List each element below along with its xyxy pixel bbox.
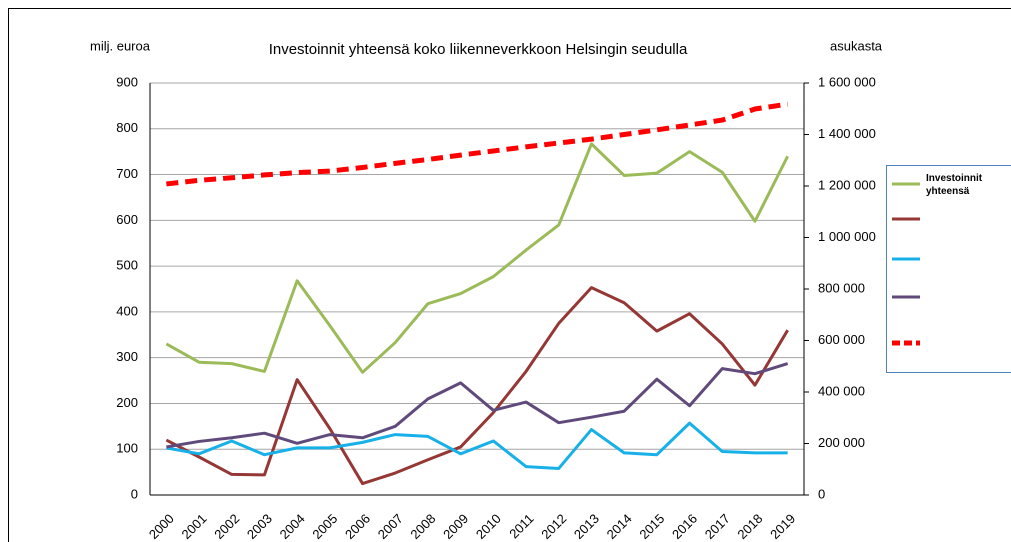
y2-tick-label: 800 000 bbox=[818, 280, 865, 295]
y2-tick-label: 400 000 bbox=[818, 383, 865, 398]
x-tick-label: 2019 bbox=[767, 511, 798, 542]
x-tick-label: 2014 bbox=[604, 511, 635, 542]
series-line bbox=[166, 101, 789, 187]
x-tick-label: 2009 bbox=[440, 511, 471, 542]
x-tick-label: 2013 bbox=[571, 511, 602, 542]
series-line bbox=[165, 286, 789, 486]
y-tick-label: 400 bbox=[116, 303, 138, 318]
x-tick-label: 2010 bbox=[473, 511, 504, 542]
x-tick-label: 2004 bbox=[277, 511, 308, 542]
y-tick-label: 900 bbox=[116, 74, 138, 89]
y-tick-label: 600 bbox=[116, 212, 138, 227]
y-tick-label: 200 bbox=[116, 395, 138, 410]
y2-axis-label: asukasta bbox=[830, 38, 883, 53]
x-tick-label: 2007 bbox=[375, 511, 406, 542]
x-tick-label: 2002 bbox=[211, 511, 242, 542]
y2-tick-label: 200 000 bbox=[818, 435, 865, 450]
legend-label: Investoinnit yhteensä bbox=[926, 173, 985, 197]
series-line bbox=[165, 142, 789, 374]
series-line bbox=[166, 421, 788, 470]
frame bbox=[8, 8, 1011, 542]
y-tick-label: 700 bbox=[116, 166, 138, 181]
y2-tick-label: 1 000 000 bbox=[818, 229, 876, 244]
y-tick-label: 500 bbox=[116, 258, 138, 273]
y2-tick-label: 1 400 000 bbox=[818, 126, 876, 141]
x-tick-label: 2016 bbox=[669, 511, 700, 542]
y-tick-label: 100 bbox=[116, 441, 138, 456]
y2-tick-label: 0 bbox=[818, 486, 825, 501]
y2-tick-label: 1 200 000 bbox=[818, 177, 876, 192]
x-tick-label: 2008 bbox=[407, 511, 438, 542]
x-tick-label: 2005 bbox=[309, 511, 340, 542]
chart-title: Investoinnit yhteensä koko liikenneverkk… bbox=[269, 41, 688, 58]
x-tick-label: 2011 bbox=[506, 511, 536, 541]
x-tick-label: 2018 bbox=[734, 511, 765, 542]
y2-tick-label: 600 000 bbox=[818, 332, 865, 347]
x-tick-label: 2012 bbox=[538, 511, 569, 542]
x-tick-label: 2017 bbox=[702, 511, 733, 542]
x-tick-label: 2015 bbox=[636, 511, 667, 542]
y-tick-label: 0 bbox=[131, 486, 138, 501]
y-tick-label: 800 bbox=[116, 120, 138, 135]
y-tick-label: 300 bbox=[116, 349, 138, 364]
x-tick-label: 2000 bbox=[146, 511, 177, 542]
x-tick-label: 2003 bbox=[244, 511, 275, 542]
y-axis-label: milj. euroa bbox=[90, 38, 151, 53]
y2-tick-label: 1 600 000 bbox=[818, 74, 876, 89]
series-line bbox=[166, 362, 789, 449]
x-tick-label: 2006 bbox=[342, 511, 373, 542]
legend bbox=[886, 165, 1011, 373]
x-tick-label: 2001 bbox=[179, 511, 210, 542]
